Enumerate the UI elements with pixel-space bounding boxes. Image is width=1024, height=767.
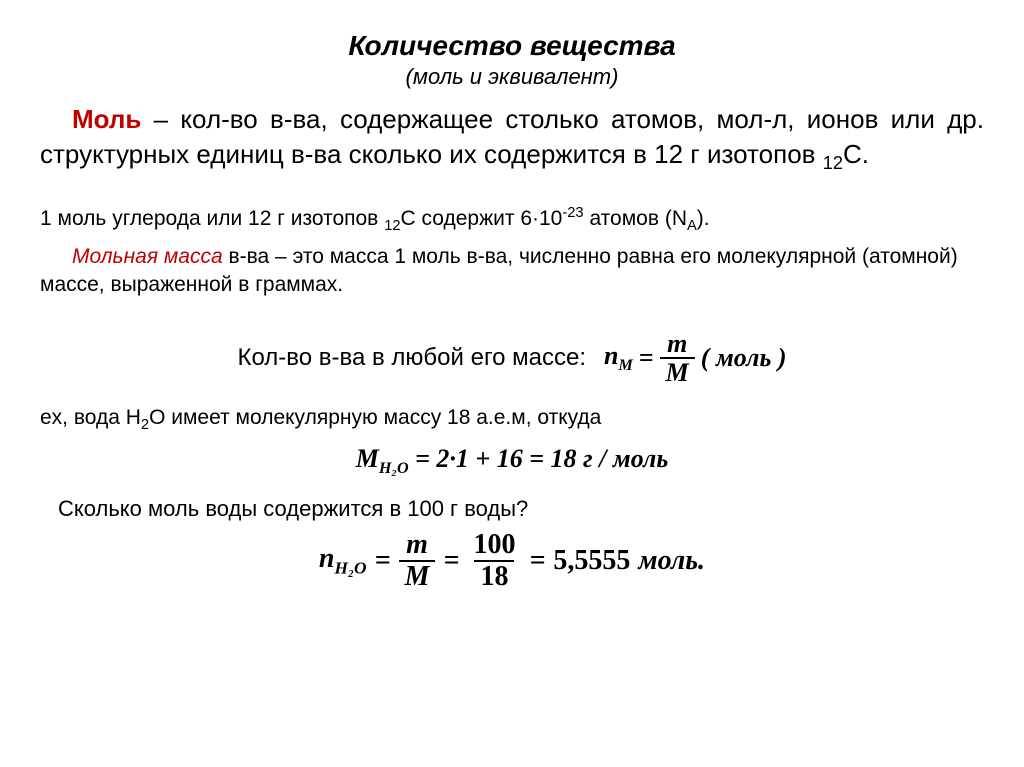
eq-M: M <box>356 444 379 473</box>
example-line: ex, вода H2O имеет молекулярную массу 18… <box>40 404 984 436</box>
eq-n-h2o: nH₂O = m M = 100 18 = 5,5555 моль. <box>40 530 984 591</box>
eq-sign: = <box>639 343 654 373</box>
eq-molar-mass-h2o: MH₂O = 2·1 + 16 = 18 г / моль <box>40 444 984 478</box>
carbon-note-pre: 1 моль углерода или 12 г изотопов <box>40 207 384 230</box>
eq3-num1: m <box>400 530 434 559</box>
eq3-eq1: = <box>375 545 391 577</box>
iso-el: C <box>401 207 416 230</box>
page-title: Количество вещества <box>40 30 984 62</box>
var-n-sub: M <box>619 357 633 374</box>
example-pre: ex, вода H <box>40 406 141 429</box>
eq3-den2: 18 <box>474 560 514 591</box>
molar-mass-paragraph: Мольная масса в-ва – это масса 1 моль в-… <box>40 243 984 300</box>
eq3-eq2: = <box>443 545 459 577</box>
carbon-note: 1 моль углерода или 12 г изотопов 12C со… <box>40 204 984 237</box>
eq-M-sub: H₂O <box>379 460 409 477</box>
iso-sub: 12 <box>384 218 400 234</box>
carbon-note-post: атомов (N <box>584 207 687 230</box>
eq3-unit: моль. <box>638 545 705 577</box>
term-mole: Моль <box>72 104 141 134</box>
eq3-val: 5,5555 <box>553 545 630 577</box>
var-n: n <box>604 341 618 370</box>
avogadro-exp: -23 <box>562 205 583 221</box>
isotope-mass: 12 <box>823 153 843 173</box>
formula-amount-row: Кол-во в-ва в любой его массе: nM = m M … <box>40 330 984 387</box>
eq3-n-sub: H₂O <box>335 559 367 578</box>
carbon-note-mid: содержит 6·10 <box>416 207 563 230</box>
eq3-frac1: m M <box>399 530 436 591</box>
isotope-element: C. <box>843 139 869 169</box>
frac-num: m <box>661 330 693 357</box>
carbon-note-end: ). <box>697 207 710 230</box>
eq3-num2: 100 <box>467 530 521 559</box>
na-sub: A <box>687 218 697 234</box>
formula-label: Кол-во в-ва в любой его массе: <box>237 344 586 372</box>
question-text: Сколько моль воды содержится в 100 г вод… <box>58 496 984 522</box>
example-mid: O имеет молекулярную массу 18 а.е.м, отк… <box>149 406 601 429</box>
frac-den: M <box>660 357 695 386</box>
definition-paragraph: Моль – кол-во в-ва, содержащее столько а… <box>40 102 984 176</box>
formula-nm: nM = m M ( моль ) <box>604 330 786 387</box>
eq3-eq3: = <box>529 545 545 577</box>
eq3-frac2: 100 18 <box>467 530 521 591</box>
eq3-n: n <box>319 543 335 574</box>
page-subtitle: (моль и эквивалент) <box>40 64 984 90</box>
h2o-sub: 2 <box>141 417 149 433</box>
eq3-den1: M <box>399 560 436 591</box>
unit-mol: ( моль ) <box>701 343 787 373</box>
term-molar-mass: Мольная масса <box>72 245 223 268</box>
eq-M-body: = 2·1 + 16 = 18 г / моль <box>409 444 669 473</box>
fraction-m-over-M: m M <box>660 330 695 387</box>
